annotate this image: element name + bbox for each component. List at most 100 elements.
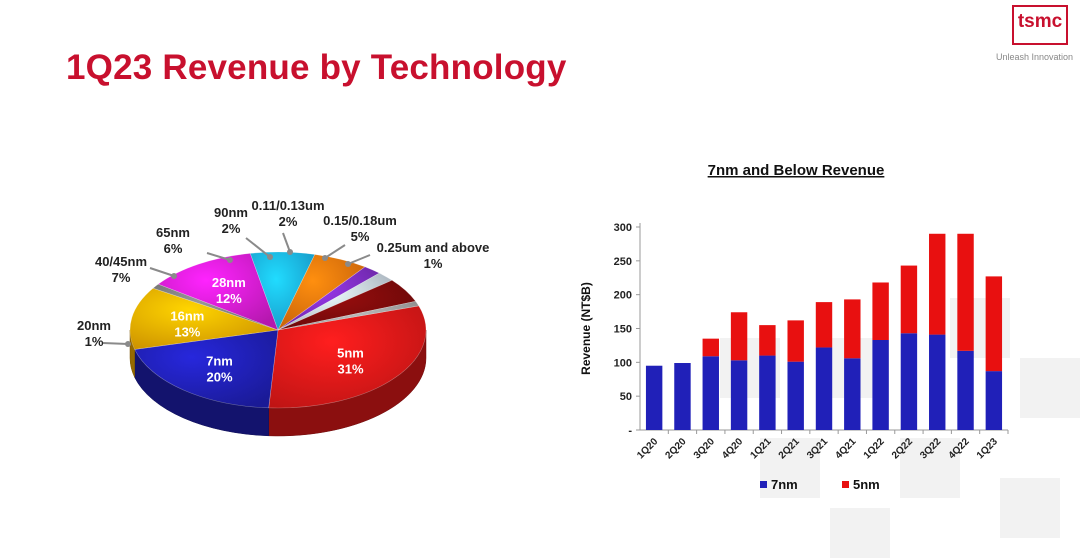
- pie-leader-65nm: [206, 252, 231, 261]
- bar-5nm-4Q21: [844, 299, 861, 359]
- x-tick-label: 2Q21: [777, 436, 802, 461]
- pie-leader-40-45nm: [149, 267, 175, 277]
- bar-5nm-4Q22: [957, 233, 974, 351]
- bar-5nm-3Q22: [929, 233, 946, 335]
- y-tick-label: -: [628, 425, 632, 437]
- pie-pct-28nm: 12%: [216, 291, 242, 306]
- pie-label-0-25um-and-above: 0.25um and above: [377, 240, 490, 255]
- bar-7nm-3Q21: [815, 347, 833, 430]
- bar-5nm-1Q22: [872, 282, 889, 341]
- pie-label-40-45nm: 40/45nm: [95, 254, 147, 269]
- y-axis-label: Revenue (NT$B): [579, 282, 593, 375]
- pie-leader-dot-0-15-0-18um: [322, 255, 328, 261]
- y-tick-label: 100: [614, 357, 632, 369]
- y-tick-label: 250: [614, 256, 632, 268]
- pie-leader-0-25um-and-above: [347, 254, 371, 265]
- pie-pct-20nm: 1%: [85, 334, 104, 349]
- bar-5nm-3Q21: [815, 302, 833, 348]
- legend-swatch-7nm: [760, 481, 767, 488]
- legend-label-5nm: 5nm: [853, 477, 880, 492]
- x-tick-label: 1Q20: [635, 436, 660, 461]
- pie-slice-16nm: [129, 287, 279, 350]
- bar-7nm-4Q22: [957, 350, 974, 430]
- bar-7nm-2Q21: [787, 361, 804, 430]
- logo-text: tsmc: [1017, 11, 1063, 32]
- pie-pct-7nm: 20%: [206, 369, 232, 384]
- bar-5nm-1Q23: [985, 276, 1003, 372]
- pie-slice-90nm: [277, 266, 380, 331]
- bar-7nm-4Q20: [730, 360, 748, 430]
- pie-leader-dot-90nm: [267, 254, 273, 260]
- bar-7nm-4Q21: [844, 358, 861, 430]
- bar-7nm-2Q22: [900, 333, 918, 430]
- x-tick-label: 4Q20: [720, 436, 745, 461]
- bar-7nm-3Q20: [702, 356, 719, 430]
- pie-leader-20nm: [102, 342, 129, 345]
- pie-top: [129, 251, 427, 409]
- pie-leader-dot-20nm: [125, 341, 131, 347]
- y-tick-label: 200: [614, 290, 632, 302]
- pie-leader-0-15-0-18um: [324, 244, 346, 259]
- pie-pct-0-25um-and-above: 1%: [424, 256, 443, 271]
- pie-pct-0-11-0-13um: 2%: [279, 214, 298, 229]
- pie-pct-65nm: 6%: [164, 241, 183, 256]
- pie-label-65nm: 65nm: [156, 225, 190, 240]
- x-tick-label: 3Q21: [805, 436, 830, 461]
- bar-chart-title: 7nm and Below Revenue: [708, 162, 885, 179]
- pie-leader-dot-65nm: [227, 257, 233, 263]
- bar-5nm-2Q22: [900, 265, 918, 334]
- pie-slice-0-11-0-13um: [277, 272, 393, 331]
- pie-slice-5nm: [268, 305, 427, 409]
- bar-5nm-3Q20: [702, 338, 719, 357]
- x-tick-label: 2Q20: [664, 436, 689, 461]
- pie-pct-16nm: 13%: [174, 324, 200, 339]
- x-tick-label: 3Q22: [918, 436, 943, 461]
- y-tick-label: 50: [620, 391, 632, 403]
- pie-pct-5nm: 31%: [337, 362, 363, 377]
- pie-slice-65nm: [277, 254, 366, 331]
- tsmc-logo: tsmc: [1008, 5, 1072, 51]
- pie-label-0-15-0-18um: 0.15/0.18um: [323, 213, 397, 228]
- x-tick-label: 1Q21: [748, 436, 773, 461]
- bar-7nm-3Q22: [929, 334, 946, 430]
- legend-label-7nm: 7nm: [771, 477, 798, 492]
- x-tick-label: 3Q20: [692, 436, 717, 461]
- pie-leader-dot-40-45nm: [171, 273, 177, 279]
- bar-7nm-1Q21: [759, 355, 776, 430]
- background-grid-decoration: [700, 298, 1080, 558]
- logo-frame-icon: [1012, 5, 1068, 45]
- pie-slice-40-45nm: [249, 251, 316, 331]
- pie-pct-90nm: 2%: [222, 221, 241, 236]
- pie-leader-0-11-0-13um: [282, 232, 291, 253]
- pie-label-16nm: 16nm: [170, 308, 204, 323]
- bar-7nm-1Q23: [985, 371, 1003, 430]
- x-tick-label: 1Q22: [862, 436, 887, 461]
- pie-leader-dot-0-25um-and-above: [345, 261, 351, 267]
- pie-label-20nm: 20nm: [77, 318, 111, 333]
- pie-label-7nm: 7nm: [206, 353, 233, 368]
- legend-swatch-5nm: [842, 481, 849, 488]
- pie-slice-28nm: [157, 253, 279, 331]
- bar-7nm-1Q22: [872, 340, 889, 430]
- pie-leader-90nm: [245, 237, 271, 258]
- y-tick-label: 150: [614, 324, 632, 336]
- pie-pct-40-45nm: 7%: [112, 270, 131, 285]
- pie-slice-20nm: [152, 283, 279, 331]
- bar-7nm-2Q20: [674, 363, 691, 430]
- pie-slice-0-25um-and-above: [277, 300, 420, 331]
- pie-leader-dot-0-11-0-13um: [287, 249, 293, 255]
- page-title: 1Q23 Revenue by Technology: [66, 48, 567, 87]
- x-tick-label: 2Q22: [890, 436, 915, 461]
- pie-label-0-11-0-13um: 0.11/0.13um: [252, 198, 325, 213]
- pie-pct-0-15-0-18um: 5%: [351, 229, 370, 244]
- bar-5nm-2Q21: [787, 320, 804, 362]
- pie-labels: 5nm31%7nm20%16nm13%20nm1%28nm12%40/45nm7…: [77, 198, 489, 384]
- x-tick-label: 4Q22: [947, 436, 972, 461]
- pie-label-5nm: 5nm: [337, 346, 364, 361]
- bar-7nm-1Q20: [645, 365, 663, 430]
- pie-slice-0-15-0-18um: [277, 279, 417, 331]
- bar-5nm-4Q20: [730, 312, 748, 361]
- bar-5nm-1Q21: [759, 325, 776, 356]
- pie-slice-7nm: [134, 329, 279, 409]
